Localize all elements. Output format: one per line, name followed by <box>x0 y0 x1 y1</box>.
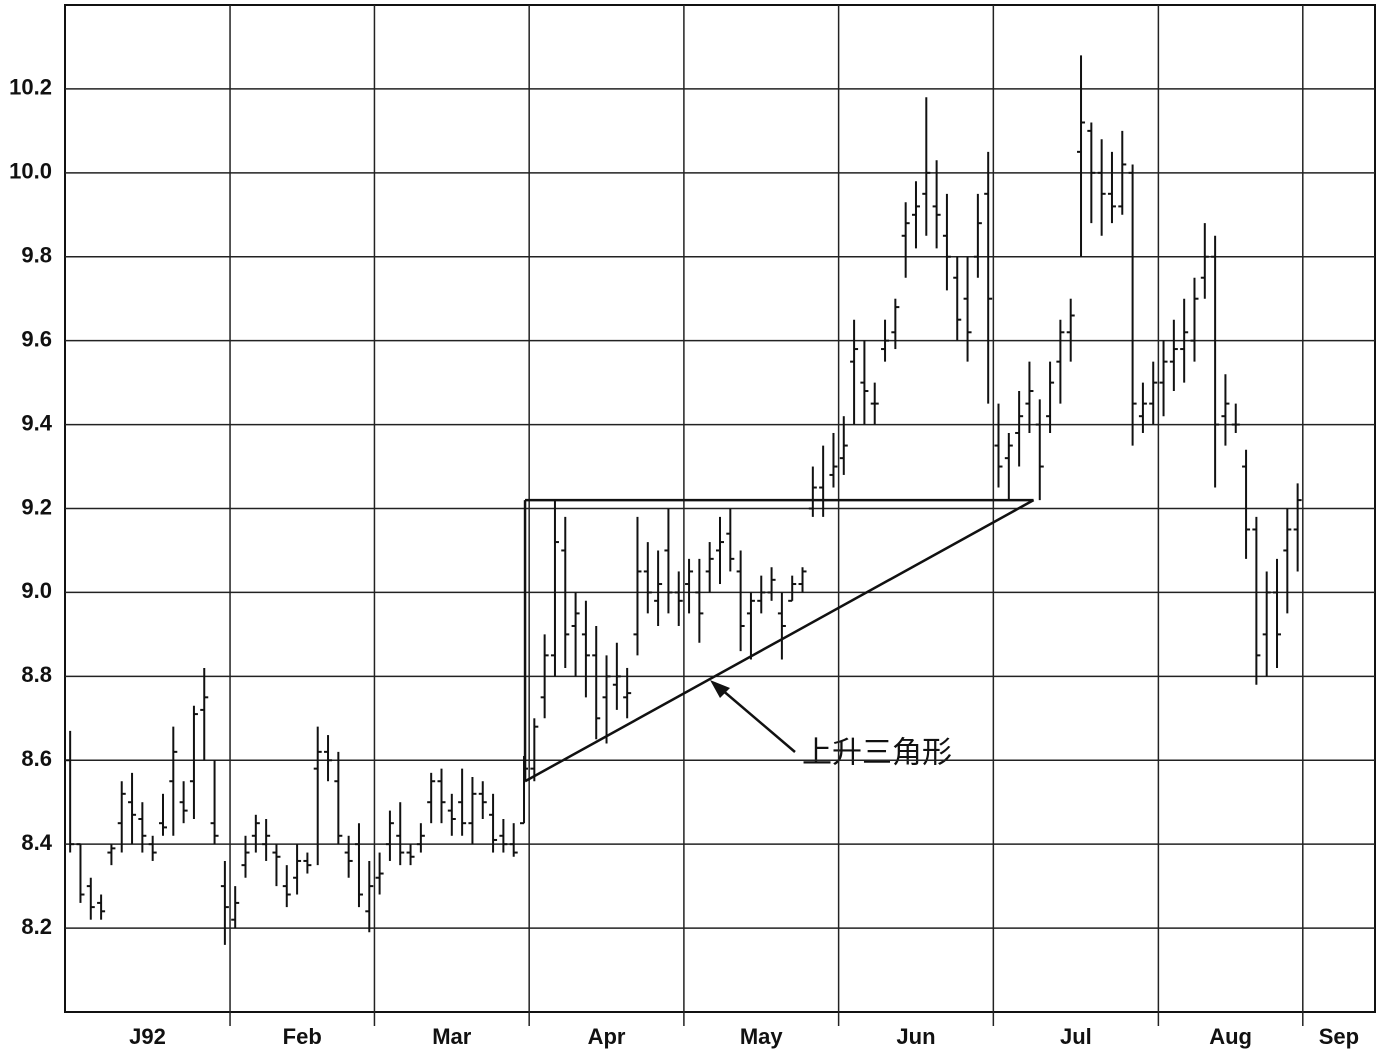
annotation: 上升三角形 <box>802 736 952 771</box>
x-tick-label: Mar <box>432 1024 472 1049</box>
x-tick-label: Sep <box>1319 1024 1359 1049</box>
x-tick-label: Jul <box>1060 1024 1092 1049</box>
y-tick-label: 9.6 <box>21 326 52 351</box>
x-tick-label: Apr <box>588 1024 626 1049</box>
y-tick-label: 10.0 <box>9 159 52 184</box>
y-tick-label: 8.6 <box>21 746 52 771</box>
x-tick-label: Aug <box>1209 1024 1252 1049</box>
annotation-arrow <box>713 682 796 753</box>
y-tick-label: 9.2 <box>21 494 52 519</box>
x-tick-label: Jun <box>896 1024 935 1049</box>
y-tick-label: 10.2 <box>9 75 52 100</box>
y-tick-label: 8.2 <box>21 914 52 939</box>
x-tick-label: May <box>740 1024 784 1049</box>
y-tick-label: 8.8 <box>21 662 52 687</box>
x-tick-label: J92 <box>129 1024 166 1049</box>
y-tick-label: 9.4 <box>21 410 52 435</box>
arrow-head <box>710 680 730 698</box>
y-tick-label: 9.8 <box>21 243 52 268</box>
support-line <box>524 499 1035 783</box>
y-tick-label: 8.4 <box>21 830 52 855</box>
x-tick-label: Feb <box>283 1024 322 1049</box>
y-tick-label: 9.0 <box>21 578 52 603</box>
